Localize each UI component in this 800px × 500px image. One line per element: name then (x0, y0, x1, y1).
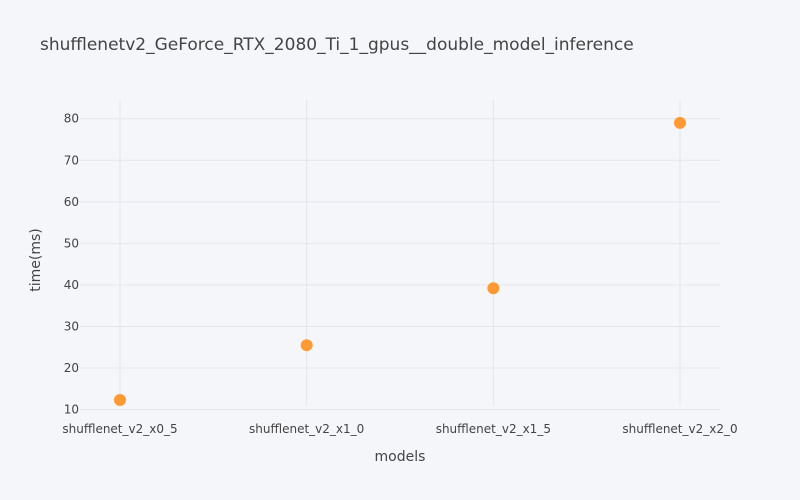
x-tick-label: shufflenet_v2_x0_5 (62, 422, 177, 436)
y-tick-label: 40 (64, 278, 79, 292)
data-points (114, 116, 686, 407)
x-tick-label: shufflenet_v2_x1_0 (249, 422, 364, 436)
grid (80, 100, 720, 411)
y-tick-label: 80 (64, 112, 79, 126)
data-point[interactable] (114, 394, 126, 407)
x-axis-title: models (375, 449, 426, 465)
x-tick-label: shufflenet_v2_x2_0 (622, 422, 737, 436)
y-tick-label: 50 (64, 236, 79, 250)
y-axis-ticks: 10 20 30 40 50 60 70 80 (64, 112, 79, 417)
y-tick-label: 70 (64, 153, 79, 167)
y-tick-label: 30 (64, 319, 79, 333)
chart-title: shufflenetv2_GeForce_RTX_2080_Ti_1_gpus_… (40, 35, 634, 55)
x-axis-ticks: shufflenet_v2_x0_5 shufflenet_v2_x1_0 shuf… (62, 422, 737, 436)
y-tick-label: 60 (64, 195, 79, 209)
data-point[interactable] (674, 116, 686, 129)
y-tick-label: 10 (64, 403, 79, 417)
y-axis-title: time(ms) (28, 228, 44, 292)
data-point[interactable] (487, 282, 500, 295)
data-point[interactable] (300, 339, 313, 352)
y-tick-label: 20 (64, 361, 79, 375)
x-tick-label: shufflenet_v2_x1_5 (436, 422, 551, 436)
